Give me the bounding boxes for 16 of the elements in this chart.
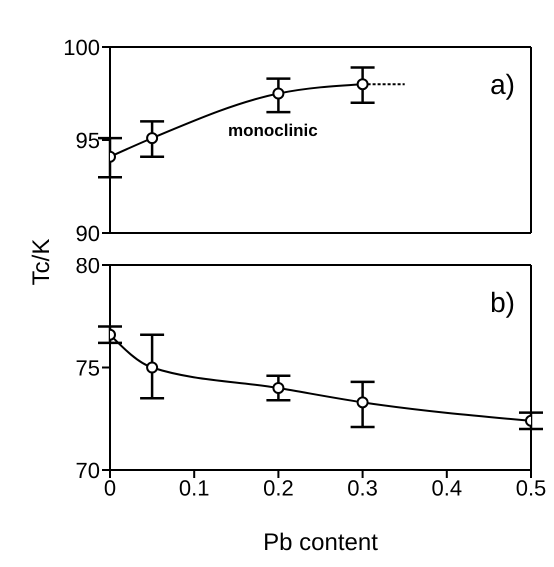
y-tick-label: 95 (76, 128, 100, 153)
x-axis-title: Pb content (263, 529, 378, 556)
x-tick-label: 0.2 (263, 476, 294, 501)
x-tick-label: 0.5 (516, 476, 546, 501)
annotation: monoclinic (228, 121, 318, 141)
annotation: a) (490, 69, 515, 101)
x-tick-label: 0.1 (178, 476, 210, 501)
y-tick-label: 90 (76, 220, 100, 246)
y-tick-label: 70 (76, 458, 100, 483)
annotation: b) (490, 287, 515, 319)
y-tick-label: 75 (76, 355, 100, 380)
x-tick-label: 0.4 (432, 476, 462, 501)
y-axis-title: Tc/K (28, 238, 56, 288)
x-tick-label: 0.3 (347, 476, 378, 501)
y-tick-label: 100 (63, 34, 100, 60)
x-tick-label: 0 (104, 476, 116, 501)
